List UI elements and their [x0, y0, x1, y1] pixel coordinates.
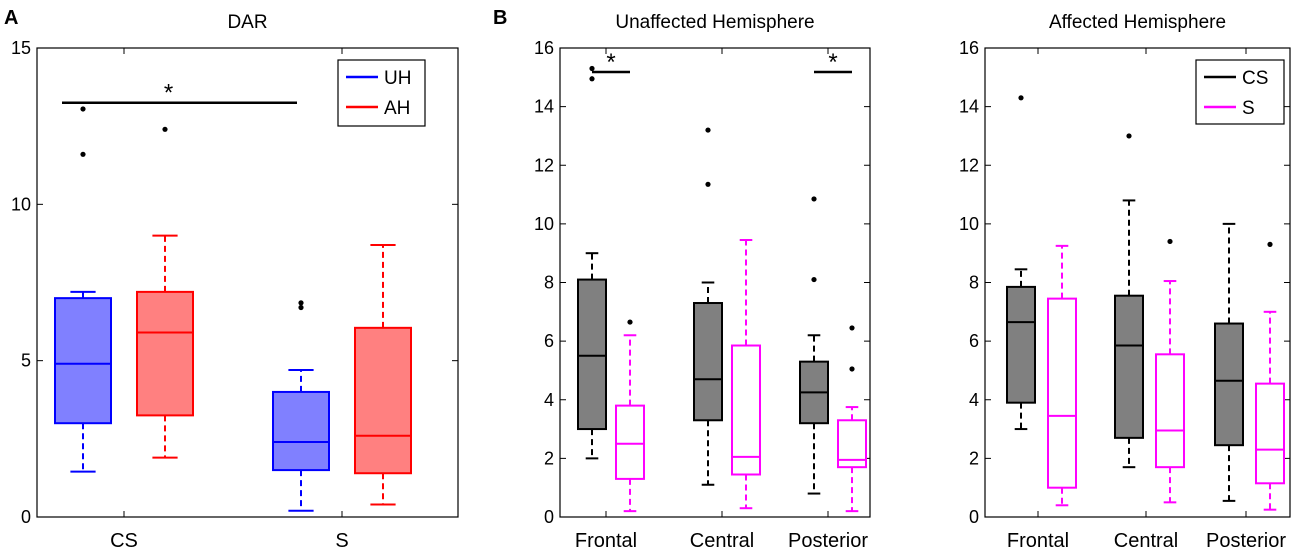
outlier-point	[1267, 241, 1273, 247]
chart-title: DAR	[227, 12, 267, 33]
box-body	[272, 390, 330, 472]
y-tick-label: 12	[534, 155, 554, 175]
chart-title: Unaffected Hemisphere	[615, 12, 814, 33]
outlier-point	[80, 106, 86, 112]
y-tick-label: 10	[959, 214, 979, 234]
box-uh-s	[272, 300, 330, 512]
box-ah-cs	[136, 126, 194, 459]
significance-star: *	[164, 80, 173, 107]
panel-label-a: A	[4, 7, 18, 29]
y-tick-label: 10	[11, 194, 31, 214]
chart-title: Affected Hemisphere	[1049, 12, 1226, 33]
x-tick-label: Central	[690, 530, 754, 552]
box-cs-central	[693, 127, 723, 486]
y-tick-label: 15	[11, 38, 31, 58]
box-body	[1155, 353, 1185, 469]
box-body	[354, 326, 412, 475]
box-body	[54, 297, 112, 425]
outlier-point	[811, 196, 817, 202]
y-tick-label: 5	[21, 351, 31, 371]
y-tick-label: 10	[534, 214, 554, 234]
outlier-point	[162, 126, 168, 132]
box-body	[1114, 294, 1144, 439]
box-body	[1006, 285, 1036, 404]
box-cs-frontal	[577, 65, 607, 460]
box-s-central	[1155, 238, 1185, 504]
legend: UH AH	[337, 59, 426, 127]
box-uh-cs	[54, 106, 112, 473]
box-body	[577, 278, 607, 431]
x-tick-label: Frontal	[575, 530, 637, 552]
y-tick-label: 0	[21, 507, 31, 527]
outlier-point	[1126, 133, 1132, 139]
legend-label-s: S	[1242, 98, 1255, 119]
x-tick-label: Posterior	[788, 530, 868, 552]
legend-label-uh: UH	[384, 68, 411, 89]
y-tick-label: 12	[959, 155, 979, 175]
y-tick-label: 16	[534, 38, 554, 58]
legend-box	[337, 59, 426, 127]
x-tick-label: S	[335, 530, 348, 552]
outlier-point	[627, 319, 633, 325]
outlier-point	[589, 65, 595, 72]
x-tick-label: Posterior	[1206, 530, 1286, 552]
box-s-central	[731, 238, 761, 510]
y-tick-label: 4	[544, 390, 554, 410]
box-s-frontal	[615, 319, 645, 513]
y-tick-label: 4	[969, 390, 979, 410]
legend-label-cs: CS	[1242, 68, 1268, 89]
box-body	[693, 302, 723, 422]
axes-frame	[36, 47, 459, 518]
box-body	[1214, 322, 1244, 447]
significance-star: *	[828, 49, 837, 76]
outlier-point	[1167, 238, 1173, 245]
box-body	[1255, 382, 1285, 485]
y-tick-label: 8	[969, 273, 979, 293]
y-tick-label: 6	[544, 331, 554, 351]
box-s-posterior	[1255, 241, 1285, 511]
box-body	[136, 290, 194, 417]
y-tick-label: 0	[969, 507, 979, 527]
outlier-point	[811, 276, 817, 283]
outlier-point	[298, 300, 304, 306]
legend: CS S	[1195, 59, 1285, 125]
outlier-point	[849, 325, 855, 331]
outlier-point	[705, 181, 711, 187]
box-cs-posterior	[1214, 222, 1244, 502]
y-tick-label: 8	[544, 273, 554, 293]
significance-star: *	[606, 49, 615, 76]
outlier-point	[589, 76, 595, 82]
box-cs-central	[1114, 133, 1144, 469]
box-body	[615, 404, 645, 480]
x-tick-label: Central	[1114, 530, 1178, 552]
box-body	[731, 344, 761, 476]
x-tick-label: Frontal	[1007, 530, 1069, 552]
y-tick-label: 2	[969, 448, 979, 468]
legend-label-ah: AH	[384, 98, 410, 119]
outlier-point	[80, 151, 86, 157]
box-cs-frontal	[1006, 95, 1036, 431]
y-tick-label: 14	[534, 97, 554, 117]
outlier-point	[849, 366, 855, 372]
outlier-point	[705, 127, 711, 133]
y-tick-label: 16	[959, 38, 979, 58]
x-tick-label: CS	[110, 530, 138, 552]
y-tick-label: 14	[959, 97, 979, 117]
y-tick-label: 6	[969, 331, 979, 351]
box-cs-posterior	[799, 196, 829, 495]
panel-label-b: B	[493, 7, 507, 29]
box-s-posterior	[837, 325, 867, 513]
y-tick-label: 2	[544, 448, 554, 468]
box-ah-s	[354, 243, 412, 506]
y-tick-label: 0	[544, 507, 554, 527]
box-s-frontal	[1047, 244, 1077, 507]
outlier-point	[298, 304, 304, 311]
outlier-point	[1018, 95, 1024, 101]
box-body	[1047, 297, 1077, 489]
legend-box	[1195, 59, 1285, 125]
